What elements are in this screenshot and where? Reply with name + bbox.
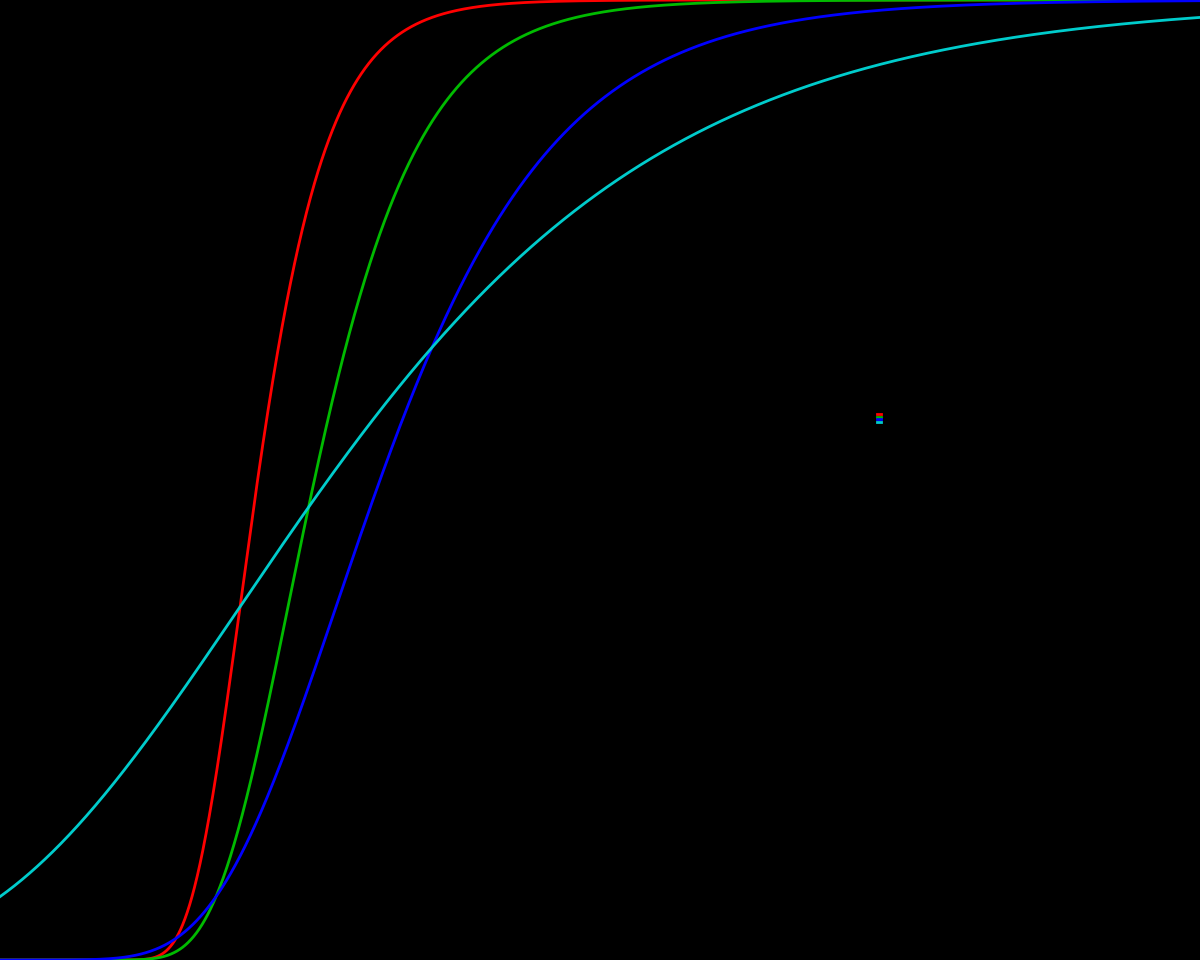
Legend: , , , : , , , [876,413,881,423]
